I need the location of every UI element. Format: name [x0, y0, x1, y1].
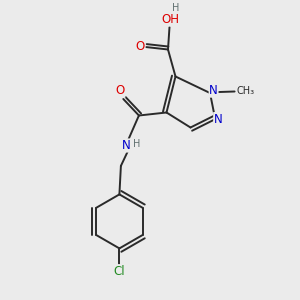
Text: H: H: [172, 3, 179, 14]
Text: H: H: [133, 139, 140, 149]
Text: O: O: [116, 84, 125, 97]
Text: N: N: [214, 112, 223, 126]
Text: CH₃: CH₃: [237, 86, 255, 96]
Text: Cl: Cl: [114, 265, 125, 278]
Text: OH: OH: [161, 13, 179, 26]
Text: O: O: [135, 40, 144, 53]
Text: N: N: [209, 84, 218, 97]
Text: N: N: [122, 139, 130, 152]
